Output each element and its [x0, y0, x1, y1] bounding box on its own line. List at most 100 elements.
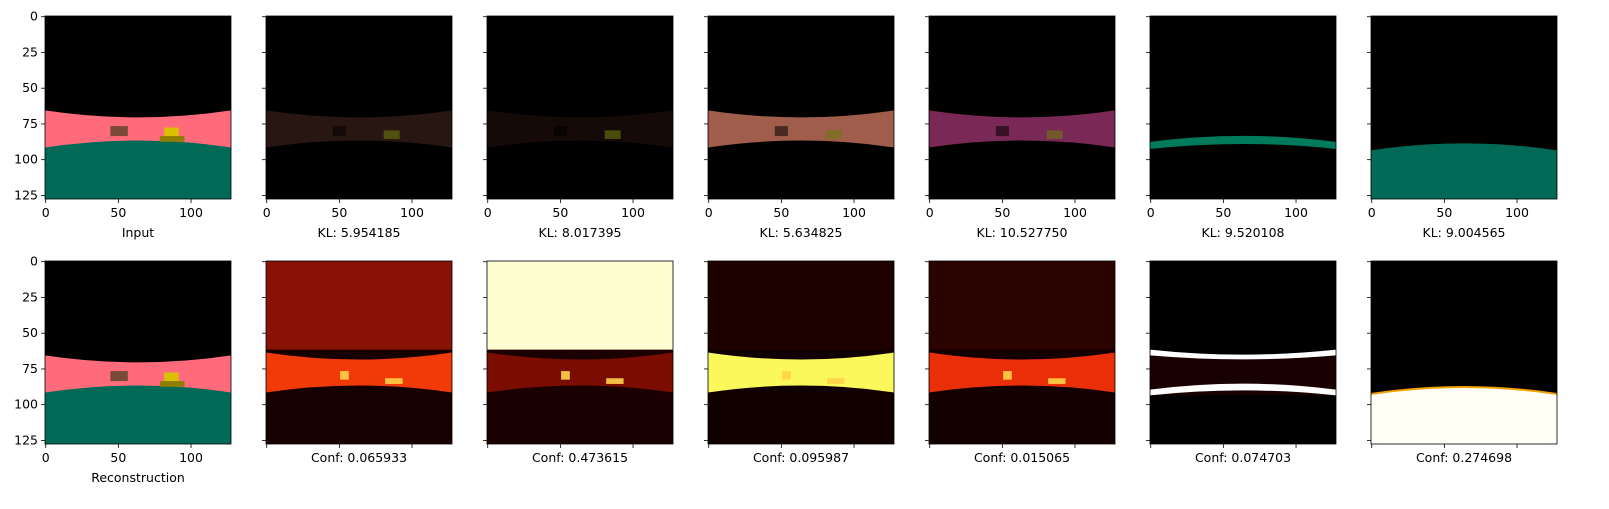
axes-frame	[707, 260, 895, 445]
floor-band	[487, 110, 673, 148]
background	[1150, 16, 1336, 199]
panel-top-4: 0 50 100 KL: 5.634825	[704, 15, 895, 240]
panel-caption: KL: 5.954185	[318, 225, 401, 240]
floor-band	[266, 110, 452, 148]
x-tick-label: 100	[1284, 205, 1308, 220]
x-tick-label: 50	[110, 450, 126, 465]
background	[487, 16, 673, 199]
panel-bottom-6: Conf: 0.074703	[1146, 260, 1337, 465]
ground-region	[1371, 143, 1557, 199]
panel-image	[45, 16, 231, 199]
x-tick-label: 50	[110, 205, 126, 220]
panel-image	[1150, 16, 1336, 199]
panel-top-6: 0 50 100 KL: 9.520108	[1146, 15, 1337, 240]
panel-bottom-7: Conf: 0.274698	[1367, 260, 1558, 465]
panel-caption: KL: 9.520108	[1202, 225, 1285, 240]
x-tick-label: 0	[705, 205, 713, 220]
hot-spot	[1048, 378, 1066, 384]
panel-image	[1150, 261, 1336, 444]
y-tick-label: 25	[22, 44, 38, 59]
upper-edge-line	[1150, 349, 1336, 360]
y-tick-label: 50	[22, 325, 38, 340]
background	[708, 16, 894, 199]
panel-bottom-5: Conf: 0.015065	[925, 260, 1116, 465]
x-tick-label: 100	[1063, 205, 1087, 220]
panel-caption: Conf: 0.065933	[311, 450, 407, 465]
x-tick-label: 0	[926, 205, 934, 220]
axes-frame	[1149, 260, 1337, 445]
x-tick-label: 100	[1505, 205, 1529, 220]
x-tick-label: 0	[263, 205, 271, 220]
duck-object	[825, 130, 842, 139]
duck-object	[1046, 130, 1063, 139]
ground-region	[45, 140, 231, 199]
axes-frame	[44, 15, 232, 200]
panel-caption: Input	[122, 225, 154, 240]
panel-image	[266, 16, 452, 199]
panel-caption: Conf: 0.473615	[532, 450, 628, 465]
duck-object	[164, 127, 179, 138]
panel-bottom-2: Conf: 0.065933	[262, 260, 453, 465]
x-tick-label: 100	[179, 450, 203, 465]
panel-caption: KL: 5.634825	[760, 225, 843, 240]
x-tick-label: 100	[179, 205, 203, 220]
y-tick-label: 0	[30, 9, 38, 24]
panel-caption: KL: 9.004565	[1423, 225, 1506, 240]
floor-band	[708, 110, 894, 148]
background	[929, 16, 1115, 199]
floor-heat-band	[266, 352, 452, 393]
white-ground-region	[1371, 386, 1557, 444]
hot-spot	[782, 371, 791, 380]
axes-frame	[486, 260, 674, 445]
duck-base	[159, 381, 185, 387]
panel-caption: KL: 10.527750	[977, 225, 1068, 240]
upper-heat-region	[929, 261, 1115, 350]
panel-top-2: 0 50 100 KL: 5.954185	[262, 15, 453, 240]
box-object	[110, 126, 128, 137]
axes-frame	[265, 15, 453, 200]
panel-caption: Conf: 0.274698	[1416, 450, 1512, 465]
axes-frame	[1370, 15, 1558, 200]
box-object	[995, 126, 1009, 137]
panel-image	[929, 261, 1115, 444]
y-tick-label: 75	[22, 116, 38, 131]
panel-bottom-3: Conf: 0.473615	[483, 260, 674, 465]
duck-object	[604, 130, 621, 139]
y-tick-label: 25	[22, 289, 38, 304]
floor-heat-band	[929, 352, 1115, 393]
y-tick-label: 100	[14, 397, 38, 412]
panel-image	[708, 16, 894, 199]
panels: 0 25 50 75 100 125 0 50 100 Input 0 50 100 KL: 5.9541…	[14, 9, 1558, 485]
y-tick-label: 75	[22, 361, 38, 376]
panel-caption: Conf: 0.015065	[974, 450, 1070, 465]
box-object	[332, 126, 346, 137]
axes-frame	[928, 260, 1116, 445]
panel-top-3: 0 50 100 KL: 8.017395	[483, 15, 674, 240]
panel-caption: Conf: 0.074703	[1195, 450, 1291, 465]
x-tick-label: 50	[1215, 205, 1231, 220]
y-tick-label: 50	[22, 80, 38, 95]
panel-caption: KL: 8.017395	[539, 225, 622, 240]
x-tick-label: 0	[42, 205, 50, 220]
x-tick-label: 50	[773, 205, 789, 220]
x-tick-label: 0	[1368, 205, 1376, 220]
hot-spot	[385, 378, 403, 384]
box-object	[110, 371, 128, 382]
panel-top-7: 0 50 100 KL: 9.004565	[1367, 15, 1558, 240]
axes-frame	[486, 15, 674, 200]
box-object	[553, 126, 567, 137]
hot-spot	[561, 371, 570, 380]
panel-image	[708, 261, 894, 444]
panel-image	[929, 16, 1115, 199]
ground-edge-band	[1150, 135, 1336, 149]
panel-caption: Reconstruction	[91, 470, 185, 485]
upper-heat-region	[708, 261, 894, 350]
x-tick-label: 100	[842, 205, 866, 220]
floor-heat-band	[708, 352, 894, 393]
hot-spot	[827, 378, 845, 384]
axes-frame	[265, 260, 453, 445]
axes-frame	[1370, 260, 1558, 445]
axes-frame	[928, 15, 1116, 200]
floor-heat-band	[487, 352, 673, 393]
panel-image	[487, 16, 673, 199]
